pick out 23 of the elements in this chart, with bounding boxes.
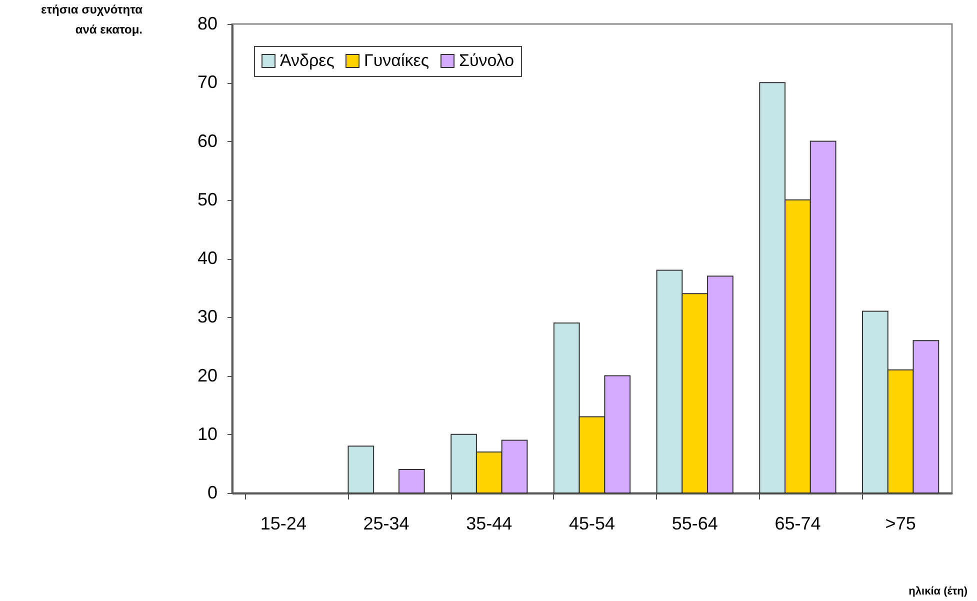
x-tick-label: >75 <box>885 514 916 534</box>
x-tick-label: 55-64 <box>672 514 718 534</box>
y-tick-label: 10 <box>197 424 218 444</box>
y-tick-label: 50 <box>197 189 218 210</box>
y-tick-label: 0 <box>207 482 218 502</box>
legend-label: Γυναίκες <box>364 50 430 70</box>
y-tick-label: 30 <box>197 306 218 327</box>
legend-label: Άνδρες <box>280 50 334 70</box>
y-tick-label: 70 <box>197 72 218 92</box>
y-tick-label: 20 <box>197 365 218 386</box>
y-tick-label: 60 <box>197 130 218 151</box>
x-tick-label: 25-34 <box>363 514 410 534</box>
x-axis-title: ηλικία (έτη) <box>908 586 968 598</box>
y-axis-title: ετήσια συχνότητα ανά εκατομ. <box>41 2 144 36</box>
x-tick-label: 35-44 <box>466 514 512 534</box>
y-tick-label: 80 <box>197 14 218 34</box>
x-tick-label: 45-54 <box>568 514 616 534</box>
x-tick-label: 65-74 <box>774 514 821 534</box>
legend-label: Σύνολο <box>459 50 514 70</box>
bar <box>398 469 425 494</box>
y-tick-label: 40 <box>197 248 218 268</box>
x-tick-label: 15-24 <box>260 514 306 534</box>
bar <box>348 446 374 494</box>
